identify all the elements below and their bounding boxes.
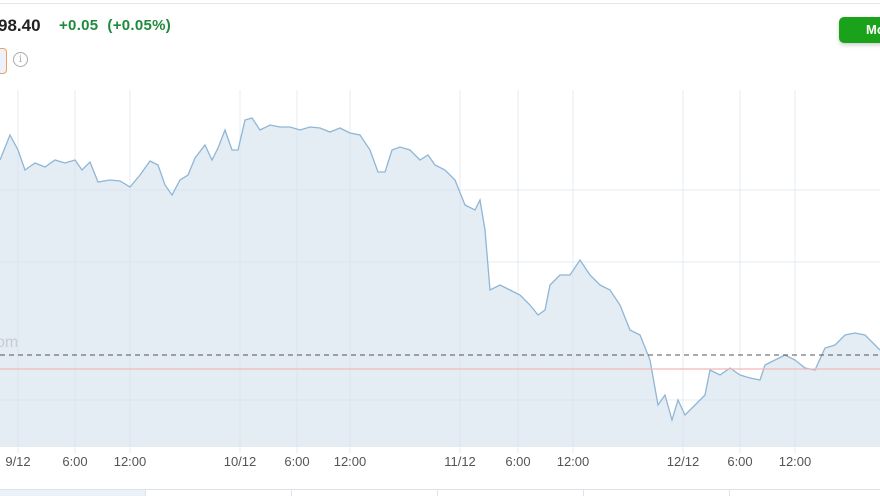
change-percent: (+0.05%)	[107, 17, 172, 34]
x-tick-label: 6:00	[505, 454, 531, 469]
range-tabs-bar	[0, 489, 880, 496]
period-selector-chip[interactable]	[0, 48, 7, 74]
range-tab[interactable]	[292, 490, 438, 496]
x-tick-label: 12:00	[333, 454, 367, 469]
x-tick-label: 11/12	[444, 454, 476, 469]
range-tab[interactable]	[146, 490, 292, 496]
x-tick-label: 6:00	[284, 454, 310, 469]
x-tick-label: 12:00	[556, 454, 590, 469]
top-divider	[0, 3, 880, 4]
range-tab[interactable]	[584, 490, 730, 496]
x-tick-label: 12:00	[778, 454, 812, 469]
range-tab[interactable]	[0, 490, 146, 496]
last-price: 98.40	[0, 16, 41, 35]
x-tick-label: 6:00	[62, 454, 88, 469]
change-value: +0.05	[59, 17, 99, 34]
x-tick-label: 6:00	[727, 454, 753, 469]
x-tick-label: 9/12	[5, 454, 31, 469]
watermark: om	[0, 334, 19, 351]
x-tick-label: 12:00	[113, 454, 147, 469]
info-icon[interactable]: i	[13, 52, 28, 67]
price-line	[0, 117, 880, 423]
x-tick-label: 12/12	[666, 454, 700, 469]
range-tab[interactable]	[438, 490, 584, 496]
more-button[interactable]: Mo	[839, 17, 880, 43]
price-area	[0, 118, 880, 447]
x-tick-label: 10/12	[223, 454, 257, 469]
price-change: +0.05 (+0.05%)	[59, 17, 171, 34]
